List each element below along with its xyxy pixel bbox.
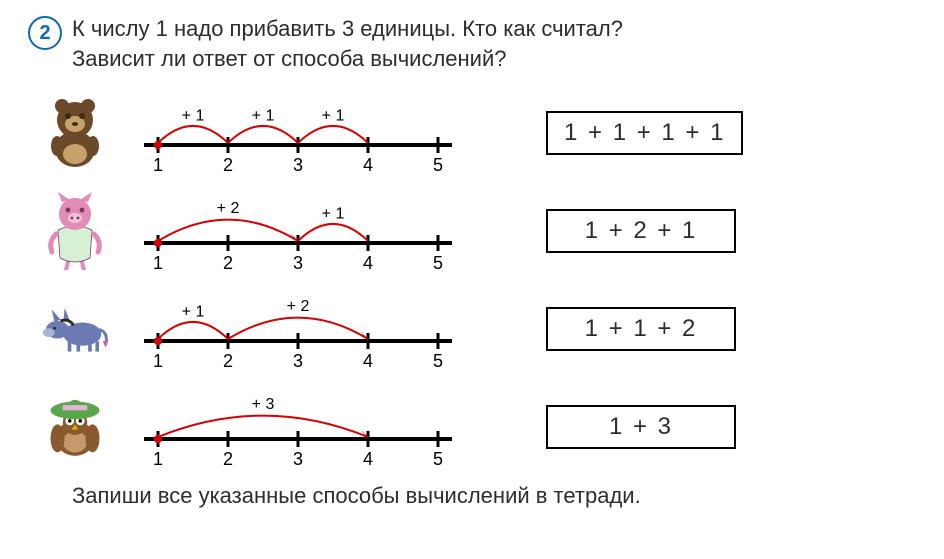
number-line-1: 1 2 3 4 5 + 2 + 1 [138,189,458,273]
svg-text:+ 2: + 2 [217,200,240,217]
svg-text:3: 3 [293,351,303,371]
svg-text:+ 1: + 1 [182,304,205,321]
svg-text:5: 5 [433,449,443,469]
svg-text:+ 2: + 2 [287,298,310,315]
expression-box-2: 1 + 1 + 2 [546,307,736,351]
svg-text:3: 3 [293,155,303,175]
svg-text:4: 4 [363,449,373,469]
svg-text:+ 3: + 3 [252,396,275,413]
footer-instruction: Запиши все указанные способы вычислений … [28,483,916,509]
expression-box-3: 1 + 3 [546,405,736,449]
number-line-2: 1 2 3 4 5 + 1 + 2 [138,287,458,371]
owl-icon [40,388,110,466]
bear-icon [40,94,110,172]
svg-text:3: 3 [293,253,303,273]
svg-text:+ 1: + 1 [252,108,275,125]
prompt-line-2: Зависит ли ответ от способа вычислений? [72,46,506,71]
exercise-prompt: К числу 1 надо прибавить 3 единицы. Кто … [72,14,623,73]
svg-text:5: 5 [433,155,443,175]
svg-text:3: 3 [293,449,303,469]
donkey-icon [40,290,110,368]
svg-text:4: 4 [363,155,373,175]
svg-text:1: 1 [153,351,163,371]
exercise-page: 2 К числу 1 надо прибавить 3 единицы. Кт… [0,0,944,559]
svg-text:4: 4 [363,351,373,371]
svg-text:1: 1 [153,253,163,273]
svg-text:2: 2 [223,449,233,469]
number-line-3: 1 2 3 4 5 + 3 [138,385,458,469]
svg-text:4: 4 [363,253,373,273]
svg-text:5: 5 [433,253,443,273]
svg-text:5: 5 [433,351,443,371]
exercise-header: 2 К числу 1 надо прибавить 3 единицы. Кт… [28,14,916,73]
svg-text:2: 2 [223,253,233,273]
calc-row-bear: 1 2 3 4 5 + 1 + 1 + 1 1 + 1 + 1 + 1 [40,91,916,175]
svg-text:2: 2 [223,351,233,371]
prompt-line-1: К числу 1 надо прибавить 3 единицы. Кто … [72,16,623,41]
calc-row-owl: 1 2 3 4 5 + 3 1 + 3 [40,385,916,469]
svg-text:+ 1: + 1 [182,108,205,125]
svg-text:+ 1: + 1 [322,108,345,125]
number-line-0: 1 2 3 4 5 + 1 + 1 + 1 [138,91,458,175]
exercise-number-badge: 2 [28,16,62,50]
calculation-rows: 1 2 3 4 5 + 1 + 1 + 1 1 + 1 + 1 + 1 1 2 3 4 5 + 2 + 1… [28,91,916,469]
expression-box-1: 1 + 2 + 1 [546,209,736,253]
calc-row-donkey: 1 2 3 4 5 + 1 + 2 1 + 1 + 2 [40,287,916,371]
svg-text:+ 1: + 1 [322,206,345,223]
svg-text:2: 2 [223,155,233,175]
svg-text:1: 1 [153,449,163,469]
svg-text:1: 1 [153,155,163,175]
pig-icon [40,192,110,270]
calc-row-pig: 1 2 3 4 5 + 2 + 1 1 + 2 + 1 [40,189,916,273]
expression-box-0: 1 + 1 + 1 + 1 [546,111,743,155]
